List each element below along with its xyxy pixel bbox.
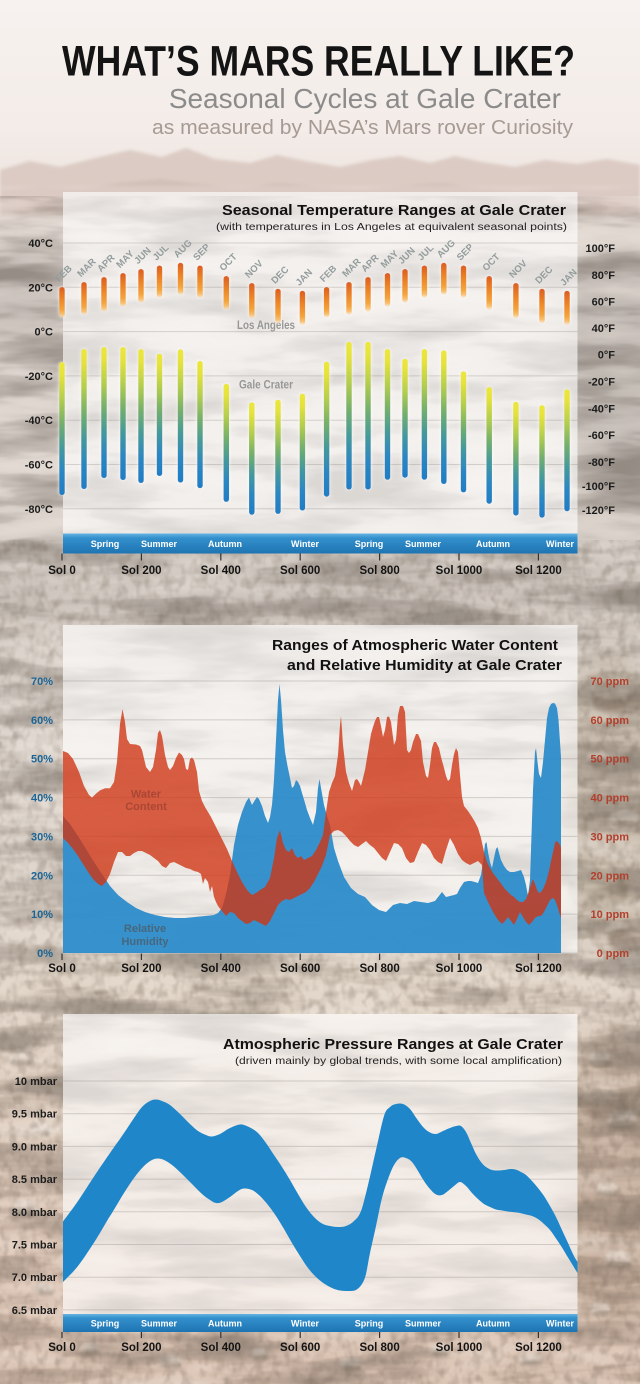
svg-text:Humidity: Humidity (121, 936, 169, 948)
svg-text:20 ppm: 20 ppm (590, 870, 629, 882)
svg-text:-80°F: -80°F (588, 457, 615, 469)
svg-text:Los Angeles: Los Angeles (237, 320, 295, 332)
svg-text:-60°F: -60°F (588, 430, 615, 442)
svg-text:60°F: 60°F (592, 297, 616, 309)
svg-text:Sol 600: Sol 600 (280, 565, 320, 577)
svg-text:Sol 1200: Sol 1200 (515, 1342, 562, 1354)
svg-text:40°F: 40°F (592, 323, 616, 335)
svg-text:100°F: 100°F (586, 243, 616, 255)
svg-text:Sol 1000: Sol 1000 (436, 963, 483, 975)
svg-text:40%: 40% (31, 793, 53, 805)
svg-text:-40°C: -40°C (25, 415, 53, 427)
svg-text:Winter: Winter (546, 539, 574, 549)
svg-text:Sol 800: Sol 800 (359, 963, 399, 975)
svg-text:(driven mainly by global trend: (driven mainly by global trends, with so… (235, 1055, 562, 1067)
svg-text:0%: 0% (37, 948, 53, 960)
svg-text:Sol 1000: Sol 1000 (436, 565, 483, 577)
svg-text:Spring: Spring (91, 539, 120, 549)
svg-text:Summer: Summer (141, 539, 178, 549)
svg-text:-40°F: -40°F (588, 404, 615, 416)
svg-text:Content: Content (125, 801, 167, 813)
svg-text:Spring: Spring (355, 539, 384, 549)
svg-text:-20°F: -20°F (588, 377, 615, 389)
svg-text:-120°F: -120°F (582, 505, 615, 517)
svg-text:0°C: 0°C (35, 327, 54, 339)
svg-text:20°C: 20°C (28, 282, 53, 294)
svg-text:8.0 mbar: 8.0 mbar (12, 1207, 58, 1219)
svg-text:-20°C: -20°C (25, 371, 53, 383)
svg-text:7.5 mbar: 7.5 mbar (12, 1240, 58, 1252)
svg-text:Spring: Spring (91, 1319, 120, 1329)
svg-text:30%: 30% (31, 831, 53, 843)
svg-text:Seasonal Cycles at Gale Crater: Seasonal Cycles at Gale Crater (169, 83, 561, 114)
svg-text:7.0 mbar: 7.0 mbar (12, 1272, 58, 1284)
svg-text:6.5 mbar: 6.5 mbar (12, 1305, 58, 1317)
svg-text:10 ppm: 10 ppm (590, 909, 629, 921)
svg-text:Winter: Winter (291, 539, 319, 549)
svg-text:Autumn: Autumn (208, 1319, 242, 1329)
svg-text:as measured by NASA’s Mars rov: as measured by NASA’s Mars rover Curiosi… (152, 117, 573, 139)
svg-text:Spring: Spring (355, 1319, 384, 1329)
svg-text:Summer: Summer (405, 1319, 442, 1329)
svg-text:Sol 200: Sol 200 (121, 565, 161, 577)
svg-text:Winter: Winter (546, 1319, 574, 1329)
svg-text:Sol 800: Sol 800 (359, 1342, 399, 1354)
svg-text:Sol 800: Sol 800 (359, 565, 399, 577)
svg-text:Water: Water (131, 789, 162, 801)
svg-text:Gale Crater: Gale Crater (239, 380, 293, 392)
svg-text:60%: 60% (31, 715, 53, 727)
svg-text:Sol 400: Sol 400 (201, 1342, 241, 1354)
svg-text:40°C: 40°C (28, 238, 53, 250)
svg-text:and Relative Humidity at Gale: and Relative Humidity at Gale Crater (287, 657, 562, 674)
svg-text:40 ppm: 40 ppm (590, 793, 629, 805)
svg-text:10%: 10% (31, 909, 53, 921)
svg-text:Autumn: Autumn (208, 539, 242, 549)
svg-text:Sol 200: Sol 200 (121, 963, 161, 975)
svg-text:Autumn: Autumn (476, 539, 510, 549)
svg-text:Autumn: Autumn (476, 1319, 510, 1329)
svg-text:-100°F: -100°F (582, 481, 615, 493)
svg-text:Sol 600: Sol 600 (280, 963, 320, 975)
svg-text:9.0 mbar: 9.0 mbar (12, 1141, 58, 1153)
svg-text:80°F: 80°F (592, 270, 616, 282)
svg-text:Sol 600: Sol 600 (280, 1342, 320, 1354)
svg-text:10 mbar: 10 mbar (15, 1076, 58, 1088)
svg-text:Atmospheric Pressure Ranges at: Atmospheric Pressure Ranges at Gale Crat… (223, 1036, 563, 1053)
svg-text:Winter: Winter (291, 1319, 319, 1329)
svg-text:Sol 400: Sol 400 (201, 963, 241, 975)
svg-text:(with temperatures in Los Ange: (with temperatures in Los Angeles at equ… (216, 221, 567, 233)
svg-text:9.5 mbar: 9.5 mbar (12, 1109, 58, 1121)
svg-text:Sol 0: Sol 0 (48, 565, 75, 577)
svg-text:Sol 1200: Sol 1200 (515, 963, 562, 975)
svg-text:8.5 mbar: 8.5 mbar (12, 1174, 58, 1186)
svg-text:Sol 1200: Sol 1200 (515, 565, 562, 577)
svg-text:-80°C: -80°C (25, 504, 53, 516)
svg-text:Sol 1000: Sol 1000 (436, 1342, 483, 1354)
svg-text:30 ppm: 30 ppm (590, 831, 629, 843)
svg-text:20%: 20% (31, 870, 53, 882)
svg-text:-60°C: -60°C (25, 460, 53, 472)
svg-text:Sol 200: Sol 200 (121, 1342, 161, 1354)
svg-text:50 ppm: 50 ppm (590, 754, 629, 766)
svg-text:Sol 0: Sol 0 (48, 963, 75, 975)
svg-text:0°F: 0°F (598, 350, 616, 362)
svg-text:70%: 70% (31, 676, 53, 688)
svg-text:WHAT’S MARS REALLY LIKE?: WHAT’S MARS REALLY LIKE? (62, 38, 575, 86)
svg-text:Sol 400: Sol 400 (201, 565, 241, 577)
svg-text:Seasonal Temperature Ranges at: Seasonal Temperature Ranges at Gale Crat… (222, 202, 566, 219)
svg-text:70 ppm: 70 ppm (590, 676, 629, 688)
svg-text:0 ppm: 0 ppm (597, 948, 630, 960)
svg-text:Ranges of Atmospheric Water Co: Ranges of Atmospheric Water Content (272, 637, 558, 654)
svg-text:Relative: Relative (124, 923, 166, 935)
svg-text:Summer: Summer (141, 1319, 178, 1329)
svg-text:Sol 0: Sol 0 (48, 1342, 75, 1354)
svg-text:50%: 50% (31, 754, 53, 766)
svg-text:Summer: Summer (405, 539, 442, 549)
svg-text:60 ppm: 60 ppm (590, 715, 629, 727)
